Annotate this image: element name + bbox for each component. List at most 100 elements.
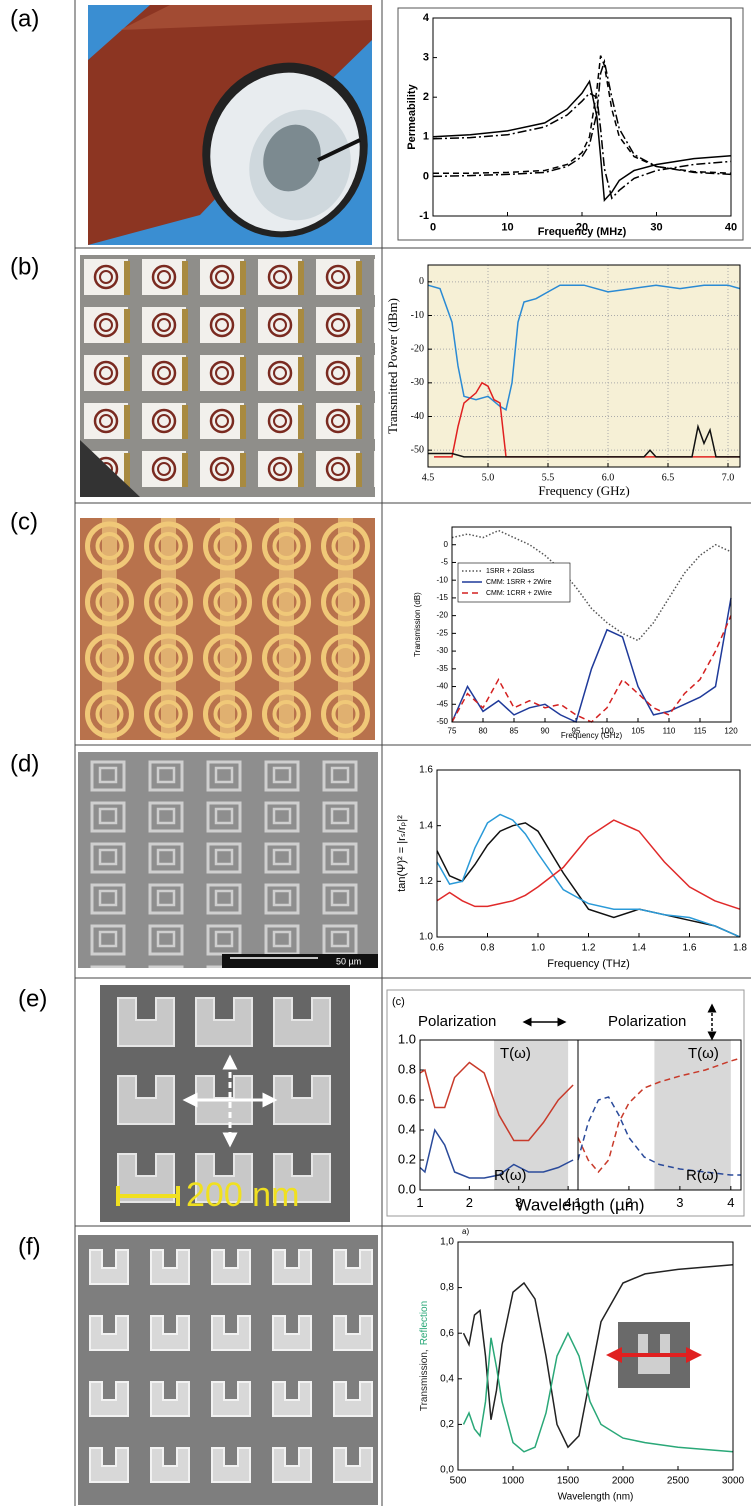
plot-frame	[457, 1241, 734, 1471]
x-tick-label: 2	[466, 1195, 473, 1210]
inset-image	[606, 1322, 702, 1388]
x-axis-label: Wavelength (µm)	[515, 1195, 644, 1214]
legend-label: CMM: 1CRR + 2Wire	[486, 590, 552, 597]
x-tick-label: 1.0	[531, 943, 545, 954]
y-tick-label: 1	[423, 131, 429, 143]
y-axis-label-part: Reflection	[419, 1301, 430, 1345]
y-tick-label: -20	[436, 611, 448, 620]
photo-e: 200 nm	[100, 985, 350, 1222]
y-tick-label: 0,2	[440, 1419, 454, 1430]
x-axis-label: Wavelength (nm)	[558, 1492, 634, 1503]
plot-frame	[427, 264, 741, 468]
x-tick-label: 1	[416, 1195, 423, 1210]
x-tick-label: 100	[600, 727, 614, 736]
y-tick-label: -35	[436, 664, 448, 673]
x-tick-label: 2000	[612, 1476, 635, 1487]
y-tick-label: -50	[436, 717, 448, 726]
x-tick-label: 5.0	[482, 472, 495, 483]
x-tick-label: 4	[565, 1195, 572, 1210]
x-tick-label: 1	[574, 1195, 581, 1210]
photo-f	[78, 1235, 378, 1505]
x-tick-label: 10	[501, 222, 513, 234]
data-line	[419, 1061, 574, 1142]
x-tick-label: 1.4	[632, 943, 646, 954]
x-tick-label: 6.5	[662, 472, 675, 483]
x-tick-label: 3000	[722, 1476, 745, 1487]
y-tick-label: -45	[436, 699, 448, 708]
data-line	[451, 597, 732, 724]
x-tick-label: 30	[650, 222, 662, 234]
y-tick-label: 0	[423, 170, 429, 182]
annotation: a)	[462, 1227, 469, 1236]
x-tick-label: 1000	[502, 1476, 525, 1487]
data-line	[428, 423, 740, 458]
y-tick-label: -50	[411, 444, 424, 455]
data-line	[432, 58, 732, 178]
x-tick-label: 1.6	[683, 943, 697, 954]
x-tick-label: 4	[727, 1195, 734, 1210]
data-line	[462, 1331, 734, 1453]
y-tick-label: 0.2	[398, 1151, 416, 1166]
y-tick-label: -30	[411, 377, 424, 388]
y-tick-label: 0,4	[440, 1373, 454, 1384]
annotation: (c)	[392, 996, 405, 1008]
x-tick-label: 110	[663, 727, 676, 736]
plot-frame	[436, 769, 741, 938]
legend-label: 1SRR + 2Glass	[486, 568, 535, 575]
plot-frame	[432, 17, 732, 217]
y-axis-label: Transmission, Reflection	[419, 1301, 430, 1411]
y-tick-label: 0.6	[398, 1091, 416, 1106]
annotation: Polarization	[608, 1013, 686, 1030]
y-tick-label: -25	[436, 628, 448, 637]
annotation: T(ω)	[688, 1045, 719, 1062]
shaded-region	[494, 1040, 569, 1190]
data-line	[436, 813, 741, 938]
x-axis-label: Frequency (GHz)	[561, 731, 623, 740]
x-tick-label: 500	[450, 1476, 467, 1487]
photo-d: 50 µm	[78, 752, 378, 968]
x-tick-label: 20	[576, 222, 588, 234]
plot-background	[428, 265, 740, 467]
y-tick-label: -15	[436, 593, 448, 602]
y-tick-label: 2	[423, 91, 429, 103]
x-tick-label: 120	[724, 727, 738, 736]
y-tick-label: 1,0	[440, 1237, 454, 1248]
x-axis-label: Frequency (THz)	[547, 958, 630, 970]
panel-label: (e)	[18, 985, 47, 1012]
y-tick-label: -5	[441, 558, 449, 567]
y-axis-label-part: Transmission,	[419, 1349, 430, 1411]
y-tick-label: 0,6	[440, 1328, 454, 1339]
x-tick-label: 80	[479, 727, 488, 736]
annotation: Polarization	[418, 1013, 496, 1030]
x-tick-label: 90	[541, 727, 550, 736]
y-tick-label: 0	[419, 276, 424, 287]
x-tick-label: 2500	[667, 1476, 690, 1487]
data-line	[419, 1128, 574, 1179]
x-tick-label: 115	[694, 727, 707, 736]
data-line	[433, 55, 732, 174]
x-axis-label: Frequency (GHz)	[538, 483, 629, 498]
y-tick-label: 0.8	[398, 1061, 416, 1076]
panel-label: (f)	[18, 1233, 41, 1260]
y-axis-label: Transmitted Power (dBm)	[385, 298, 400, 434]
y-tick-label: 0,8	[440, 1282, 454, 1293]
y-tick-label: 1.0	[398, 1031, 416, 1046]
photo-b	[80, 255, 375, 497]
x-tick-label: 4.5	[422, 472, 435, 483]
plot-frame	[451, 526, 732, 723]
chart-frames	[386, 7, 745, 1217]
photo-a	[88, 5, 372, 245]
y-tick-label: 3	[423, 52, 429, 64]
data-line	[436, 819, 741, 910]
y-tick-label: -10	[436, 575, 448, 584]
annotation: T(ω)	[500, 1045, 531, 1062]
y-tick-label: 1.6	[419, 765, 433, 776]
y-tick-label: 4	[423, 12, 430, 24]
panel-label: (d)	[10, 750, 39, 777]
scale-bar-label: 50 µm	[336, 956, 361, 966]
y-tick-label: 0,0	[440, 1465, 454, 1476]
data-line	[427, 284, 741, 411]
x-tick-label: 3	[676, 1195, 683, 1210]
x-tick-label: 3	[515, 1195, 522, 1210]
